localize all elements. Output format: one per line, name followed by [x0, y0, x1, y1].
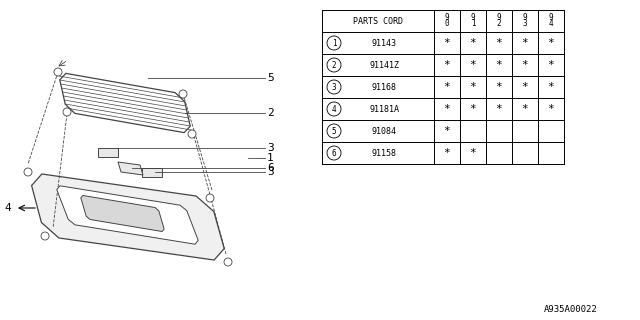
Text: *: *	[495, 60, 502, 70]
Text: *: *	[548, 60, 554, 70]
Polygon shape	[57, 186, 198, 244]
Text: *: *	[470, 148, 476, 158]
Circle shape	[24, 168, 32, 176]
Polygon shape	[60, 73, 190, 132]
Text: *: *	[444, 126, 451, 136]
Text: *: *	[470, 38, 476, 48]
Circle shape	[327, 36, 341, 50]
Text: *: *	[495, 82, 502, 92]
Text: PARTS CORD: PARTS CORD	[353, 17, 403, 26]
Text: 2: 2	[497, 20, 501, 28]
Text: 9: 9	[445, 13, 449, 22]
Polygon shape	[31, 174, 224, 260]
Text: 91084: 91084	[371, 126, 397, 135]
Polygon shape	[142, 167, 162, 177]
Text: 1: 1	[267, 153, 274, 163]
Text: 2: 2	[332, 60, 336, 69]
Text: 91141Z: 91141Z	[369, 60, 399, 69]
Text: *: *	[470, 60, 476, 70]
Text: *: *	[444, 60, 451, 70]
Circle shape	[327, 124, 341, 138]
Circle shape	[54, 68, 62, 76]
Text: *: *	[548, 82, 554, 92]
Text: *: *	[495, 104, 502, 114]
Text: 91158: 91158	[371, 148, 397, 157]
Text: *: *	[522, 60, 529, 70]
Text: 5: 5	[267, 73, 274, 83]
Text: *: *	[522, 38, 529, 48]
Circle shape	[188, 130, 196, 138]
Polygon shape	[98, 148, 118, 156]
Circle shape	[41, 232, 49, 240]
Text: 9: 9	[548, 13, 554, 22]
Text: *: *	[548, 104, 554, 114]
Text: 0: 0	[445, 20, 449, 28]
Text: *: *	[495, 38, 502, 48]
Text: 4: 4	[332, 105, 336, 114]
Text: 91181A: 91181A	[369, 105, 399, 114]
Text: *: *	[444, 104, 451, 114]
Text: 91143: 91143	[371, 38, 397, 47]
Text: *: *	[522, 104, 529, 114]
Circle shape	[206, 194, 214, 202]
Text: 9: 9	[470, 13, 476, 22]
Circle shape	[327, 80, 341, 94]
Text: *: *	[470, 104, 476, 114]
Text: 3: 3	[267, 143, 274, 153]
Text: *: *	[522, 82, 529, 92]
Text: 1: 1	[332, 38, 336, 47]
Text: *: *	[444, 148, 451, 158]
Text: 3: 3	[267, 167, 274, 177]
Text: *: *	[548, 38, 554, 48]
Text: 91168: 91168	[371, 83, 397, 92]
Text: 3: 3	[523, 20, 527, 28]
Text: 5: 5	[332, 126, 336, 135]
Text: 1: 1	[470, 20, 476, 28]
Circle shape	[327, 146, 341, 160]
Text: 2: 2	[267, 108, 274, 118]
Text: 3: 3	[332, 83, 336, 92]
Text: 6: 6	[332, 148, 336, 157]
Text: 4: 4	[548, 20, 554, 28]
Circle shape	[179, 90, 187, 98]
Text: A935A00022: A935A00022	[544, 305, 598, 314]
Text: 9: 9	[523, 13, 527, 22]
Text: 6: 6	[267, 163, 274, 173]
Text: *: *	[444, 82, 451, 92]
Text: *: *	[470, 82, 476, 92]
Text: 4: 4	[4, 203, 12, 213]
Circle shape	[63, 108, 71, 116]
Circle shape	[327, 58, 341, 72]
Polygon shape	[81, 196, 164, 231]
Text: 9: 9	[497, 13, 501, 22]
Circle shape	[327, 102, 341, 116]
Circle shape	[224, 258, 232, 266]
Polygon shape	[118, 162, 143, 175]
Text: *: *	[444, 38, 451, 48]
